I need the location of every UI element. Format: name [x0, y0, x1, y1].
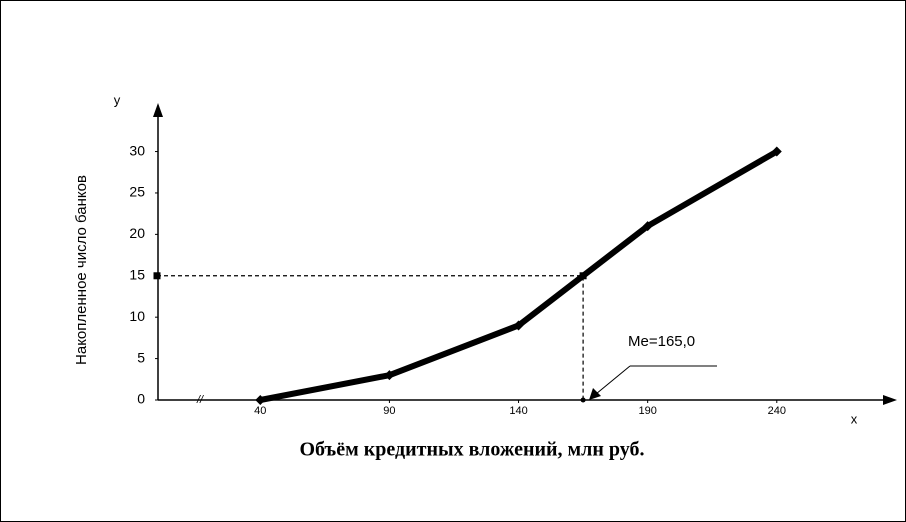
y-tick-label: 0: [137, 391, 145, 407]
median-label: Me=165,0: [628, 333, 695, 350]
x-tick-label: 140: [509, 405, 527, 417]
point-marker: [771, 146, 782, 157]
y-tick-label: 25: [129, 184, 145, 200]
y-axis-arrow: [153, 103, 163, 117]
median-marker: [153, 272, 161, 280]
y-axis-symbol: у: [114, 92, 121, 107]
x-tick-label: 40: [254, 405, 266, 417]
x-tick-label: 190: [638, 405, 656, 417]
median-foot: [580, 397, 586, 403]
x-axis-label: Объём кредитных вложений, млн руб.: [300, 439, 645, 461]
y-tick-label: 15: [129, 266, 145, 282]
median-point-marker: [579, 272, 587, 280]
y-tick-label: 10: [129, 308, 145, 324]
annotation-arrow-line: [595, 365, 631, 395]
y-axis-label: Накопленное число банков: [73, 175, 90, 365]
point-marker: [642, 221, 653, 232]
x-axis-symbol: х: [851, 411, 858, 426]
point-marker: [513, 320, 524, 331]
x-tick-label: 90: [383, 405, 395, 417]
point-marker: [384, 370, 395, 381]
y-tick-label: 20: [129, 225, 145, 241]
annotation-arrow-head: [589, 388, 601, 400]
y-tick-label: 30: [129, 142, 145, 158]
x-tick-label: 240: [768, 405, 786, 417]
median-guide: [157, 275, 584, 400]
point-marker: [255, 395, 266, 405]
x-axis-arrow: [883, 395, 897, 405]
axis-break: //: [196, 394, 204, 406]
y-tick-label: 5: [137, 349, 145, 365]
